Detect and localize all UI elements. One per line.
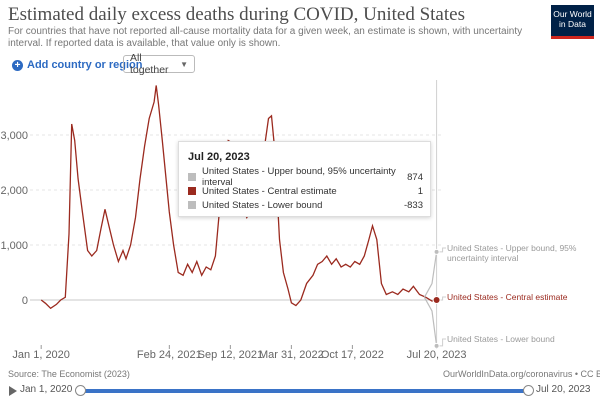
hover-marker-lower: [433, 342, 440, 349]
add-country-button[interactable]: + Add country or region: [12, 59, 143, 71]
chart-title: Estimated daily excess deaths during COV…: [8, 4, 465, 25]
tooltip-value-lower: -833: [403, 199, 423, 211]
hover-marker-central: [432, 295, 441, 304]
end-label-lower[interactable]: United States - Lower bound: [447, 334, 555, 344]
timeline-start-label: Jan 1, 2020: [20, 384, 73, 395]
x-tick-label-1: Feb 24, 2021: [137, 349, 202, 361]
hover-marker-upper: [433, 248, 440, 255]
tooltip-value-central: 1: [417, 185, 423, 197]
y-tick-label-3000: 3,000: [0, 130, 28, 142]
x-tick-label-2: Sep 12, 2021: [198, 349, 263, 361]
tooltip-label-upper: United States - Upper bound, 95% uncerta…: [202, 166, 396, 188]
tooltip-swatch-central: [188, 187, 196, 195]
series-line-upper[interactable]: [423, 251, 438, 298]
source-note[interactable]: Source: The Economist (2023): [8, 369, 130, 379]
credit-link[interactable]: OurWorldInData.org/coronavirus • CC BY: [443, 369, 600, 379]
tooltip-label-lower: United States - Lower bound: [202, 199, 323, 211]
y-tick-label-2000: 2,000: [0, 185, 28, 197]
timeline-end-handle[interactable]: [523, 385, 534, 396]
facet-select[interactable]: All together ▼: [123, 52, 195, 76]
plus-icon: +: [12, 59, 23, 71]
tooltip-label-central: United States - Central estimate: [202, 185, 337, 197]
series-line-lower[interactable]: [423, 297, 438, 346]
tooltip-row-central: United States - Central estimate 1: [188, 185, 423, 197]
owid-logo[interactable]: Our World in Data: [551, 5, 594, 39]
connector-upper: [436, 247, 446, 253]
tooltip-row-upper: United States - Upper bound, 95% uncerta…: [188, 166, 423, 188]
chevron-down-icon: ▼: [180, 59, 188, 69]
x-tick-label-3: Mar 31, 2022: [259, 349, 324, 361]
tooltip-row-lower: United States - Lower bound -833: [188, 199, 423, 211]
x-tick-label-5: Jul 20, 2023: [407, 349, 467, 361]
tooltip-value-upper: 874: [407, 171, 423, 183]
logo-line2: in Data: [559, 19, 586, 29]
connector-lower: [436, 338, 446, 347]
facet-select-value: All together: [130, 52, 169, 76]
chart-subtitle: For countries that have not reported all…: [8, 26, 523, 49]
end-label-upper[interactable]: United States - Upper bound, 95% uncertai…: [447, 243, 577, 263]
logo-line1: Our World: [553, 9, 592, 19]
tooltip-swatch-lower: [188, 201, 196, 209]
tooltip-swatch-upper: [188, 173, 196, 181]
timeline-track[interactable]: [80, 389, 528, 393]
x-tick-label-4: Oct 17, 2022: [321, 349, 384, 361]
tooltip-date: Jul 20, 2023: [188, 151, 250, 163]
play-icon[interactable]: [9, 386, 17, 396]
end-label-central[interactable]: United States - Central estimate: [447, 292, 568, 302]
y-tick-label-0: 0: [22, 295, 28, 307]
tooltip: Jul 20, 2023 United States - Upper bound…: [178, 141, 431, 217]
add-country-label: Add country or region: [27, 59, 143, 71]
timeline-end-label: Jul 20, 2023: [536, 384, 591, 395]
timeline-start-handle[interactable]: [75, 385, 86, 396]
x-tick-label-0: Jan 1, 2020: [12, 349, 70, 361]
y-tick-label-1000: 1,000: [0, 240, 28, 252]
